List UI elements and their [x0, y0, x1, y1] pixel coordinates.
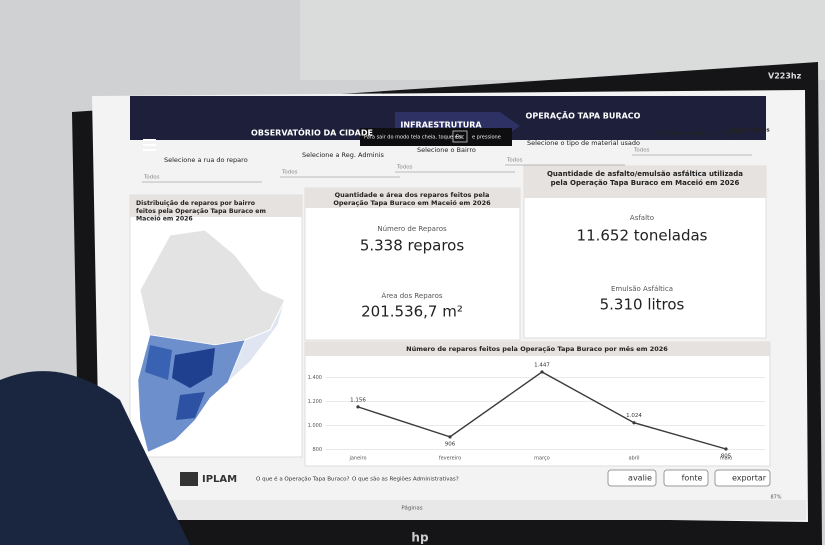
data-label: 1.024 — [626, 413, 642, 419]
card-header — [524, 166, 766, 198]
button-label[interactable]: avalie — [628, 474, 652, 483]
menu-line — [143, 139, 156, 141]
chart-card — [304, 341, 771, 467]
card-header — [305, 342, 770, 356]
map-region — [176, 392, 205, 420]
footer-link[interactable]: O que é a Operação Tapa Buraco? — [256, 476, 349, 483]
zoom-level: 87% — [770, 495, 781, 501]
avalie-button[interactable] — [607, 469, 657, 487]
card-title: Quantidade e área dos reparos feitos pel… — [333, 191, 491, 207]
x-tick-label: abril — [628, 456, 639, 462]
filter-label[interactable]: Selecione a data do reparo — [654, 129, 742, 137]
status-bar — [100, 500, 806, 520]
iplam-icon — [180, 472, 198, 486]
filter-value[interactable]: Todos — [281, 170, 298, 176]
map[interactable] — [137, 229, 286, 453]
filter-label[interactable]: Selecione o tipo de material usado — [527, 139, 640, 147]
y-tick-label: 1.400 — [308, 375, 322, 381]
button-label[interactable]: fonte — [682, 474, 703, 483]
repairs-card — [304, 187, 521, 341]
tooltip-text: Para sair do modo tela cheia, toque em — [364, 135, 463, 141]
y-tick-label: 1.000 — [308, 423, 322, 429]
card-title: Distribuição de reparos por bairro feitos… — [136, 200, 266, 223]
kpi-label: Asfalto — [630, 214, 654, 222]
footer-link[interactable]: O que são as Regiões Administrativas? — [352, 477, 459, 483]
clear-filters[interactable]: Limpar Filtros — [726, 128, 770, 134]
filter-label[interactable]: Selecione a rua do reparo — [164, 156, 248, 164]
tooltip-key: Esc — [456, 135, 465, 141]
filter-value[interactable]: Todos — [143, 175, 160, 181]
monitor-brand: hp — [411, 531, 429, 545]
map-region — [172, 348, 215, 388]
exportar-button[interactable] — [714, 469, 771, 487]
data-point — [540, 370, 544, 374]
data-label: 1.156 — [350, 397, 366, 403]
card-header — [130, 195, 302, 217]
filter-label[interactable]: Selecione a Reg. Adminis — [302, 151, 385, 159]
person-shoulder — [0, 371, 190, 545]
data-point — [632, 421, 636, 425]
data-label: 805 — [721, 454, 732, 460]
tooltip-box — [360, 128, 512, 146]
kpi-label: Número de Reparos — [377, 225, 447, 233]
data-point — [356, 405, 360, 409]
fonte-button[interactable] — [663, 469, 709, 487]
kpi-value: 201.536,7 m² — [361, 303, 463, 321]
kpi-value: 5.338 reparos — [360, 237, 465, 255]
card-header — [305, 188, 520, 208]
x-tick-label: fevereiro — [439, 456, 461, 462]
menu-line — [143, 149, 156, 151]
menu-icon[interactable] — [143, 139, 156, 151]
data-point — [724, 447, 728, 451]
tooltip-text: e pressione — [472, 135, 501, 141]
x-tick-label: janeiro — [348, 456, 366, 462]
filter-label[interactable]: Selecione o Bairro — [417, 146, 476, 154]
data-point — [448, 435, 452, 439]
menu-line — [143, 144, 156, 146]
x-tick-label: março — [534, 456, 550, 462]
map-region — [145, 345, 172, 380]
kpi-label: Área dos Reparos — [381, 291, 443, 300]
kpi-value: 11.652 toneladas — [577, 227, 708, 245]
kpi-label: Emulsão Asfáltica — [611, 285, 673, 293]
card-title: Quantidade de asfalto/emulsão asfáltica … — [547, 170, 743, 187]
header-title: OBSERVATÓRIO DA CIDADE — [251, 127, 373, 138]
filter-value[interactable]: Todos — [633, 148, 650, 154]
filter-value[interactable]: Todos — [506, 158, 523, 164]
x-tick-label: maio — [720, 456, 732, 462]
header-section: INFRAESTRUTURA — [400, 121, 482, 130]
button-label[interactable]: exportar — [732, 474, 767, 483]
chart-title: Número de reparos feitos pela Operação T… — [406, 345, 668, 353]
y-tick-label: 1.200 — [308, 399, 322, 405]
kpi-value: 5.310 litros — [600, 296, 685, 314]
y-tick-label: 800 — [312, 447, 322, 453]
wall-panel — [300, 0, 825, 80]
monitor-model: V223hz — [768, 72, 802, 81]
footer-logo: IPLAM — [202, 474, 237, 485]
pages-label: Páginas — [401, 505, 422, 512]
filter-value[interactable]: Todos — [396, 165, 413, 171]
data-label: 1.447 — [534, 362, 550, 368]
data-label: 906 — [445, 441, 456, 447]
header-page: OPERAÇÃO TAPA BURACO — [526, 111, 641, 121]
esc-key-box — [452, 130, 468, 143]
